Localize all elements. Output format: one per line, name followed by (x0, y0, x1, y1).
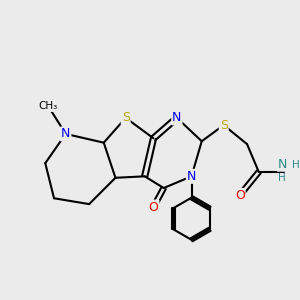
Text: CH₃: CH₃ (39, 101, 58, 111)
Text: N: N (61, 128, 70, 140)
Text: S: S (220, 118, 228, 132)
Text: N: N (187, 170, 196, 183)
Text: O: O (148, 200, 158, 214)
Text: O: O (235, 189, 245, 202)
Text: H: H (292, 160, 300, 170)
Text: methyl: methyl (46, 101, 51, 103)
Text: S: S (122, 111, 130, 124)
Text: N: N (172, 111, 182, 124)
Text: H: H (278, 173, 286, 183)
Text: N: N (278, 158, 287, 171)
